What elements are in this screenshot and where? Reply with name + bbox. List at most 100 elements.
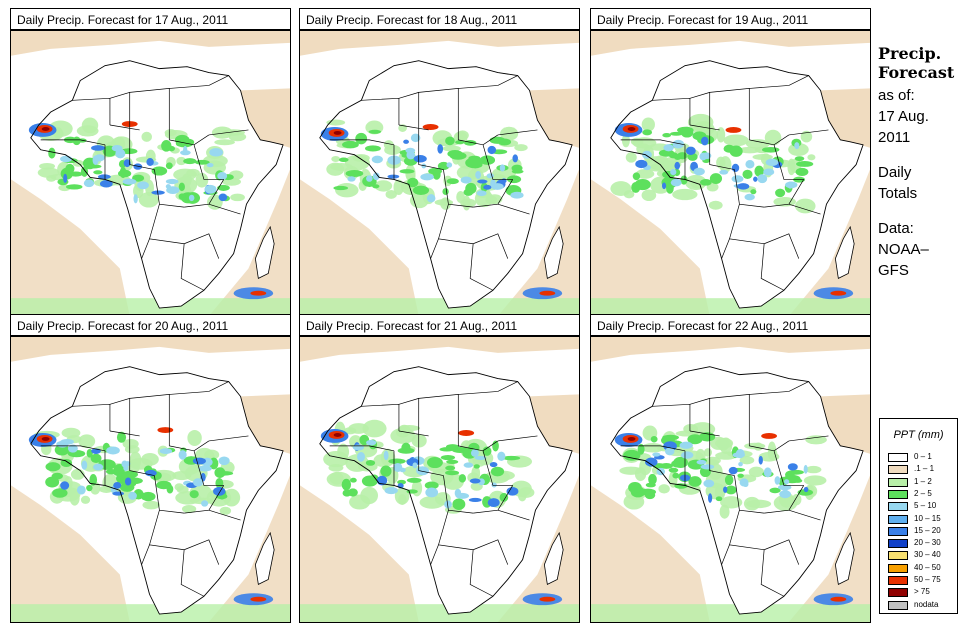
rain-area — [65, 184, 83, 190]
rain-area — [642, 129, 653, 136]
legend-swatch — [888, 551, 908, 561]
ocean-dry-patch — [788, 475, 870, 622]
southern-ocean-rain — [11, 298, 290, 316]
heavy-rain-area — [783, 479, 790, 485]
rain-area — [230, 193, 245, 202]
rain-area — [383, 140, 394, 150]
legend-label: 0 – 1 — [914, 452, 932, 461]
legend-label: > 75 — [914, 587, 930, 597]
legend-item: 0 – 1 — [888, 452, 958, 463]
arabia-land — [820, 88, 870, 148]
heavy-rain-area — [674, 161, 681, 170]
heavy-rain-area — [758, 455, 763, 465]
country-border — [208, 509, 241, 521]
country-border — [180, 243, 205, 291]
country-border — [729, 510, 765, 551]
rain-area — [445, 470, 460, 476]
rain-area — [390, 427, 416, 444]
country-border — [418, 129, 444, 170]
rain-area — [402, 442, 411, 451]
rain-area — [406, 477, 422, 483]
rain-area — [215, 477, 224, 489]
precip-map[interactable] — [590, 336, 871, 623]
heavy-rain-area — [188, 194, 195, 202]
rain-area — [490, 466, 505, 477]
panel-title: Daily Precip. Forecast for 17 Aug., 2011 — [10, 8, 291, 30]
rain-area — [204, 449, 220, 460]
country-border — [169, 381, 229, 395]
country-border — [398, 430, 429, 437]
heavy-rain-area — [672, 139, 685, 149]
rain-area — [465, 157, 483, 169]
legend-item: 5 – 10 — [888, 501, 958, 512]
country-border — [473, 233, 509, 259]
rain-area — [796, 160, 814, 167]
legend-swatch — [888, 465, 908, 475]
rain-area — [767, 447, 778, 461]
precip-map[interactable] — [590, 30, 871, 317]
heavy-rain-area — [506, 487, 519, 496]
country-border — [329, 139, 395, 146]
heavy-rain-area — [112, 491, 125, 496]
rain-area — [637, 443, 645, 455]
rain-area — [795, 167, 809, 177]
rain-area — [672, 188, 698, 201]
rain-area — [623, 449, 641, 461]
heavy-rain-area — [701, 152, 712, 160]
rain-area — [338, 157, 349, 163]
heavy-rain-area — [763, 168, 775, 176]
rain-area — [715, 451, 738, 460]
country-border — [458, 75, 518, 89]
heavy-rain-area — [763, 467, 772, 478]
heavy-rain-area — [83, 179, 95, 188]
precip-map[interactable] — [299, 30, 580, 317]
legend-swatch — [888, 453, 908, 462]
country-border — [497, 203, 530, 215]
data-source: GFS — [878, 262, 909, 279]
country-border — [497, 509, 530, 521]
country-border — [109, 430, 140, 437]
arabia-land — [240, 88, 290, 148]
legend-swatch — [888, 600, 908, 610]
country-border — [709, 435, 735, 476]
heavy-rain-area — [663, 144, 674, 152]
heavy-rain-area — [510, 191, 524, 199]
rain-area — [794, 156, 805, 162]
heavy-rain-area — [728, 466, 738, 475]
rain-area — [739, 456, 755, 465]
heavy-rain-area — [670, 168, 677, 176]
rain-area — [720, 496, 743, 509]
country-border — [497, 435, 538, 442]
heavy-rain-area — [97, 174, 111, 180]
heavy-rain-area — [497, 451, 506, 461]
precip-map[interactable] — [10, 336, 291, 623]
southern-ocean-rain — [300, 604, 579, 622]
heavy-rain-area — [121, 460, 128, 468]
rain-area — [342, 489, 352, 497]
rain-area — [455, 140, 465, 145]
rain-area — [791, 493, 802, 506]
africa-land — [610, 366, 864, 615]
country-border — [458, 440, 499, 452]
heavy-rain-area — [803, 486, 809, 493]
precip-map[interactable] — [10, 30, 291, 317]
rain-area — [446, 178, 459, 185]
extreme-rain-core — [422, 124, 439, 130]
heavy-rain-area — [707, 493, 713, 503]
heavy-rain-area — [512, 154, 518, 163]
africa-map-svg — [300, 337, 579, 622]
rain-area — [333, 185, 349, 191]
heavy-rain-area — [192, 457, 206, 465]
panel-title: Daily Precip. Forecast for 20 Aug., 2011 — [10, 314, 291, 336]
madagascar-outline — [834, 531, 855, 585]
legend-item: 30 – 40 — [888, 550, 958, 561]
rain-area — [688, 476, 702, 487]
heavy-rain-area — [753, 176, 758, 182]
precip-map[interactable] — [299, 336, 580, 623]
heavy-rain-area — [376, 475, 388, 486]
ocean-dry-patch — [208, 169, 290, 316]
heavy-rain-area — [218, 193, 228, 202]
data-label: Data: — [878, 220, 914, 237]
heavy-rain-area — [92, 155, 99, 165]
heavy-rain-area — [60, 155, 73, 163]
